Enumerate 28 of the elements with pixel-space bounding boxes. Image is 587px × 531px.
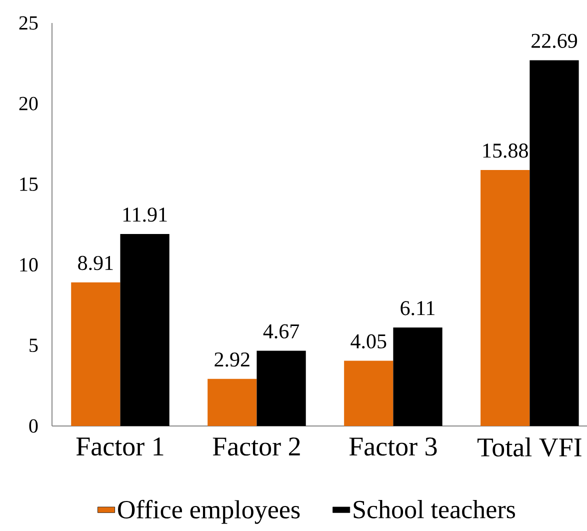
data-label: 4.05	[350, 334, 386, 349]
x-tick-label: Factor 1	[76, 438, 164, 456]
y-tick-label: 0	[29, 419, 38, 433]
x-tick-label: Factor 2	[212, 438, 300, 456]
x-tick-label: Total VFI	[477, 438, 582, 457]
data-label: 4.67	[263, 324, 300, 339]
legend-label: School teachers	[354, 500, 515, 518]
data-label: 8.91	[78, 256, 113, 270]
bar	[344, 360, 394, 426]
x-tick-label: Factor 3	[349, 438, 437, 456]
data-label: 2.92	[214, 352, 250, 367]
bar	[530, 60, 579, 426]
data-label: 15.88	[483, 144, 528, 158]
y-tick-label: 20	[19, 96, 38, 110]
y-tick-label: 5	[30, 338, 38, 352]
legend-label: Office employees	[118, 500, 300, 524]
bar	[71, 282, 120, 426]
bar	[393, 328, 442, 426]
y-tick-label: 15	[20, 178, 38, 191]
bar	[208, 378, 257, 426]
bar	[480, 170, 530, 426]
data-label: 6.11	[400, 301, 434, 316]
data-label: 22.69	[532, 34, 578, 48]
bar	[120, 234, 170, 426]
y-tick-label: 25	[19, 16, 38, 30]
data-label: 11.91	[123, 208, 167, 222]
bar	[256, 350, 306, 426]
y-tick-label: 10	[20, 258, 38, 272]
